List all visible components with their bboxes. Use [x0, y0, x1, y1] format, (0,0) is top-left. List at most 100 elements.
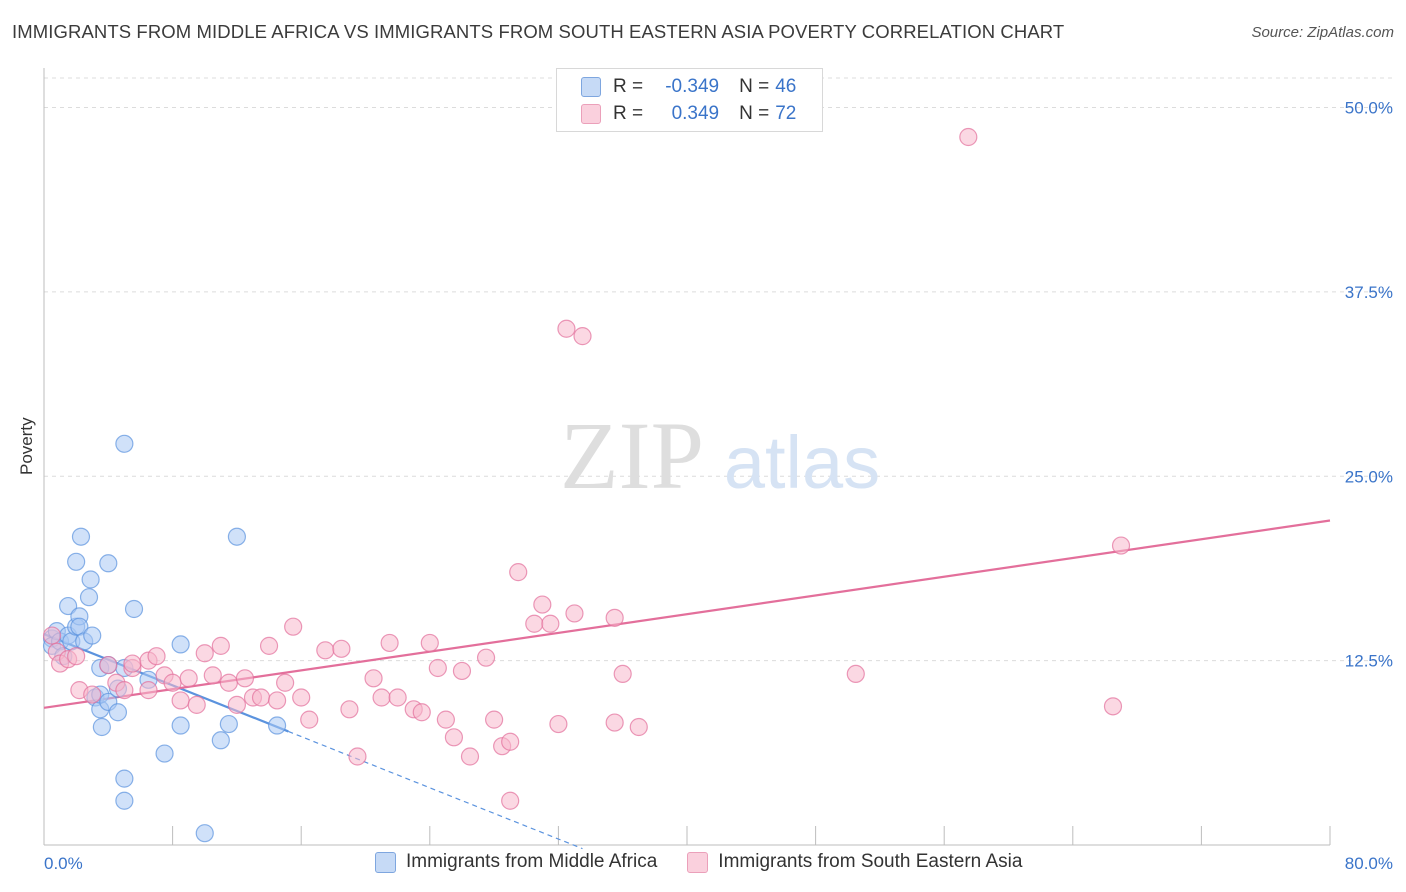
- point-se-asia: [276, 673, 295, 692]
- point-middle-africa: [79, 588, 99, 607]
- point-middle-africa: [227, 527, 246, 546]
- legend-n-label: N =: [739, 103, 770, 124]
- legend-r-label: R =: [613, 103, 644, 124]
- legend-label: Immigrants from Middle Africa: [406, 851, 658, 872]
- trend-line-extension: [288, 730, 583, 850]
- x-tick-label: 0.0%: [44, 854, 83, 873]
- point-se-asia: [139, 681, 158, 700]
- point-se-asia: [187, 695, 206, 714]
- point-se-asia: [284, 617, 303, 636]
- legend-swatch-pink: [581, 104, 601, 124]
- legend-swatch-pink: [687, 851, 709, 873]
- point-middle-africa: [71, 527, 91, 546]
- point-se-asia: [67, 647, 86, 666]
- legend-n-value: 72: [775, 103, 797, 124]
- point-se-asia: [573, 327, 592, 346]
- point-se-asia: [541, 614, 560, 633]
- point-se-asia: [195, 644, 214, 663]
- point-se-asia: [476, 648, 496, 667]
- point-middle-africa: [115, 791, 134, 810]
- stats-legend: R = -0.349 N = 46 R = 0.349 N = 72: [556, 68, 823, 132]
- point-se-asia: [364, 669, 383, 688]
- point-se-asia: [316, 641, 335, 660]
- legend-swatch-blue: [375, 851, 396, 873]
- point-se-asia: [501, 791, 520, 810]
- point-se-asia: [428, 658, 447, 678]
- point-se-asia: [372, 688, 391, 707]
- y-tick-label: 12.5%: [1345, 652, 1393, 671]
- point-middle-africa: [171, 716, 190, 735]
- point-se-asia: [179, 669, 198, 688]
- point-se-asia: [846, 664, 865, 684]
- legend-r-value: 0.349: [671, 103, 720, 124]
- point-se-asia: [436, 710, 455, 729]
- y-tick-label: 37.5%: [1345, 283, 1393, 302]
- point-se-asia: [115, 681, 134, 700]
- point-middle-africa: [115, 769, 134, 788]
- point-se-asia: [501, 732, 520, 751]
- y-axis-label: Poverty: [17, 417, 36, 475]
- point-se-asia: [444, 728, 464, 747]
- legend-n-value: 46: [775, 76, 797, 97]
- point-se-asia: [412, 703, 431, 722]
- tick-labels: 12.5% 25.0% 37.5% 50.0% 0.0% 80.0%: [44, 99, 1393, 874]
- point-se-asia: [292, 688, 311, 707]
- point-se-asia: [452, 661, 472, 681]
- legend-r-value: -0.349: [665, 76, 720, 97]
- point-middle-africa: [59, 596, 78, 616]
- point-middle-africa: [195, 824, 214, 843]
- x-tick-label: 80.0%: [1345, 854, 1393, 873]
- point-se-asia: [219, 673, 238, 692]
- legend-item-se-asia[interactable]: Immigrants from South Eastern Asia: [687, 851, 1022, 873]
- source-label: Source: ZipAtlas.com: [1251, 24, 1394, 41]
- point-se-asia: [99, 655, 118, 675]
- point-se-asia: [525, 614, 544, 633]
- series-legend: Immigrants from Middle Africa Immigrants…: [375, 851, 1052, 873]
- legend-row-middle-africa: R = -0.349 N = 46: [581, 74, 796, 100]
- point-se-asia: [533, 595, 552, 614]
- point-se-asia: [332, 639, 351, 658]
- point-se-asia: [460, 747, 480, 766]
- point-middle-africa: [92, 717, 111, 737]
- watermark: ZIP atlas: [560, 402, 880, 509]
- point-middle-africa: [81, 570, 100, 589]
- point-se-asia: [171, 691, 190, 710]
- point-se-asia: [613, 664, 632, 684]
- point-se-asia: [227, 695, 246, 714]
- watermark-atlas: atlas: [724, 421, 880, 504]
- point-middle-africa: [83, 626, 102, 645]
- point-middle-africa: [67, 552, 86, 571]
- point-se-asia: [42, 626, 62, 645]
- y-tick-label: 50.0%: [1345, 99, 1393, 118]
- point-se-asia: [605, 608, 624, 627]
- point-se-asia: [267, 691, 287, 710]
- point-middle-africa: [171, 635, 190, 654]
- point-se-asia: [83, 685, 102, 704]
- data-points: [42, 127, 1131, 843]
- point-se-asia: [485, 710, 504, 729]
- point-middle-africa: [267, 716, 287, 735]
- legend-n-label: N =: [739, 76, 770, 97]
- point-se-asia: [259, 636, 279, 655]
- point-se-asia: [1103, 697, 1123, 716]
- point-middle-africa: [211, 731, 230, 750]
- point-se-asia: [163, 673, 182, 692]
- point-se-asia: [557, 319, 576, 338]
- point-se-asia: [211, 636, 230, 655]
- point-se-asia: [340, 700, 359, 719]
- legend-item-middle-africa[interactable]: Immigrants from Middle Africa: [375, 851, 657, 873]
- legend-r-label: R =: [613, 76, 644, 97]
- point-middle-africa: [124, 599, 144, 619]
- point-se-asia: [251, 688, 271, 707]
- point-se-asia: [509, 563, 528, 582]
- point-se-asia: [147, 647, 166, 666]
- point-middle-africa: [99, 554, 118, 573]
- point-se-asia: [629, 717, 648, 737]
- y-tick-label: 25.0%: [1345, 467, 1393, 486]
- point-middle-africa: [108, 703, 128, 722]
- legend-row-se-asia: R = 0.349 N = 72: [581, 101, 796, 127]
- point-se-asia: [549, 714, 568, 734]
- point-middle-africa: [219, 714, 238, 734]
- point-se-asia: [123, 654, 142, 673]
